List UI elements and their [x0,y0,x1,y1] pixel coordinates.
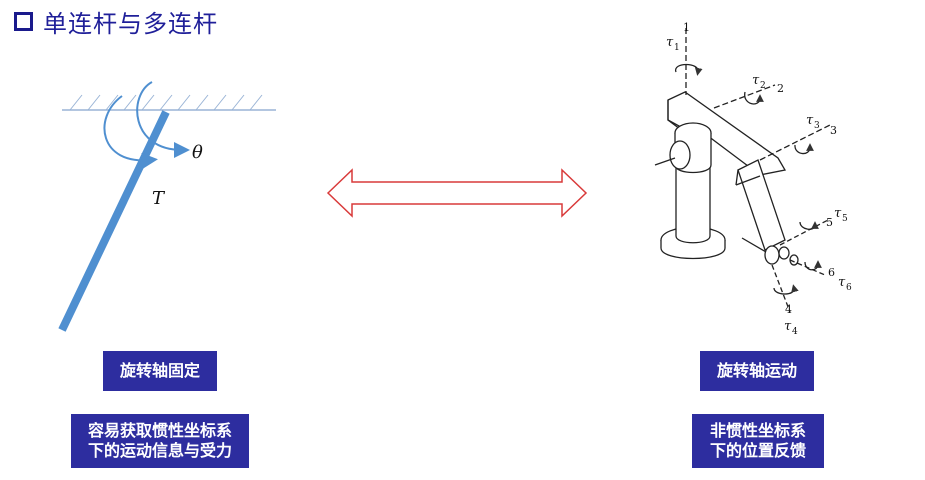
axis-1-number: 1 [683,21,690,34]
double-arrow-icon [326,168,588,218]
robot-arm-diagram [654,28,831,313]
tau-1-sub: 1 [674,43,680,53]
axis-5-number: 5 [826,216,833,229]
theta-label: θ [192,142,203,163]
tau-4-label: τ [784,319,792,334]
tau-5-label: τ [834,206,842,221]
tau-2-label: τ [752,73,760,88]
title-text: 单连杆与多连杆 [43,9,218,38]
torque-label: T [152,188,166,209]
axis-6-number: 6 [828,266,835,279]
single-link-diagram [58,81,276,332]
tau-6-sub: 6 [846,283,852,293]
tau-3-sub: 3 [814,121,820,131]
torque-arrow-icon [103,95,158,169]
axis-3-number: 3 [830,124,837,137]
fixed-axis-label: 旋转轴固定 [103,351,217,391]
inertial-frame-description: 容易获取惯性坐标系 下的运动信息与受力 [71,414,249,468]
page-title: 单连杆与多连杆 [14,6,218,38]
moving-axis-label: 旋转轴运动 [700,351,814,391]
axis-2-number: 2 [777,82,784,95]
tau-4-sub: 4 [792,327,798,337]
axis-4-number: 4 [785,303,792,316]
tau-1-label: τ [666,35,674,50]
tau-5-sub: 5 [842,214,848,224]
tau-6-label: τ [838,275,846,290]
fixed-ceiling [62,94,276,111]
non-inertial-frame-description: 非惯性坐标系 下的位置反馈 [692,414,824,468]
pendulum-link [58,110,170,332]
tau-3-label: τ [806,113,814,128]
angle-arrow-icon [136,81,190,158]
tau-2-sub: 2 [760,81,766,91]
title-bullet-icon [14,11,33,31]
